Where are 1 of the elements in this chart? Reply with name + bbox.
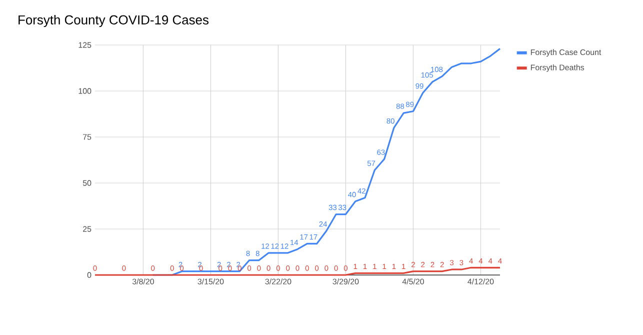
chart-title: Forsyth County COVID-19 Cases xyxy=(18,14,208,28)
